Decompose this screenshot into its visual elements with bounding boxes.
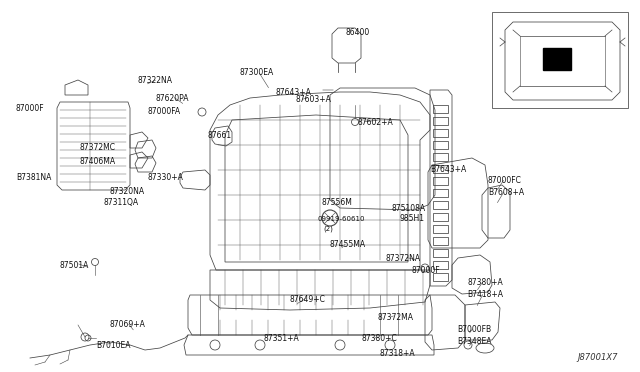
Text: 875108A: 875108A xyxy=(392,204,426,213)
Text: J87001X7: J87001X7 xyxy=(577,353,618,362)
Text: B7608+A: B7608+A xyxy=(488,188,524,197)
Text: 87069+A: 87069+A xyxy=(109,320,145,329)
Text: 87649+C: 87649+C xyxy=(290,295,326,304)
Text: 87602+A: 87602+A xyxy=(358,118,394,127)
Text: 87643+A: 87643+A xyxy=(275,88,311,97)
Text: 87318+A: 87318+A xyxy=(380,349,415,358)
Text: 87000F: 87000F xyxy=(412,266,440,275)
Text: 87322NA: 87322NA xyxy=(138,76,173,85)
Text: 87351+A: 87351+A xyxy=(263,334,299,343)
Text: B7348EA: B7348EA xyxy=(457,337,492,346)
Text: 87380+A: 87380+A xyxy=(467,278,503,287)
Text: 87620PA: 87620PA xyxy=(155,94,189,103)
Text: 87372MC: 87372MC xyxy=(79,143,115,152)
Text: B7381NA: B7381NA xyxy=(16,173,51,182)
Text: (2): (2) xyxy=(323,226,333,232)
Text: B7643+A: B7643+A xyxy=(430,165,467,174)
Text: 86400: 86400 xyxy=(345,28,369,37)
Text: 87300EA: 87300EA xyxy=(240,68,275,77)
Text: 87406MA: 87406MA xyxy=(79,157,115,166)
Text: 87320NA: 87320NA xyxy=(110,187,145,196)
Text: 87000FC: 87000FC xyxy=(488,176,522,185)
Text: 87000F: 87000F xyxy=(16,104,45,113)
Text: 87372NA: 87372NA xyxy=(386,254,421,263)
Text: 87311QA: 87311QA xyxy=(104,198,139,207)
Bar xyxy=(543,48,571,70)
Text: 985H1: 985H1 xyxy=(400,214,425,223)
Text: 87556M: 87556M xyxy=(322,198,353,207)
Text: 09919-60610: 09919-60610 xyxy=(318,216,365,222)
Text: 87330+A: 87330+A xyxy=(148,173,184,182)
Text: 87372MA: 87372MA xyxy=(378,313,414,322)
Text: B7000FB: B7000FB xyxy=(457,325,491,334)
Text: B7010EA: B7010EA xyxy=(96,341,131,350)
Text: 87380+C: 87380+C xyxy=(362,334,397,343)
Text: 87455MA: 87455MA xyxy=(330,240,366,249)
Text: 87501A: 87501A xyxy=(59,261,88,270)
Text: 87661: 87661 xyxy=(208,131,232,140)
Text: 87000FA: 87000FA xyxy=(148,107,181,116)
Text: B7418+A: B7418+A xyxy=(467,290,503,299)
Text: 87603+A: 87603+A xyxy=(295,95,331,104)
